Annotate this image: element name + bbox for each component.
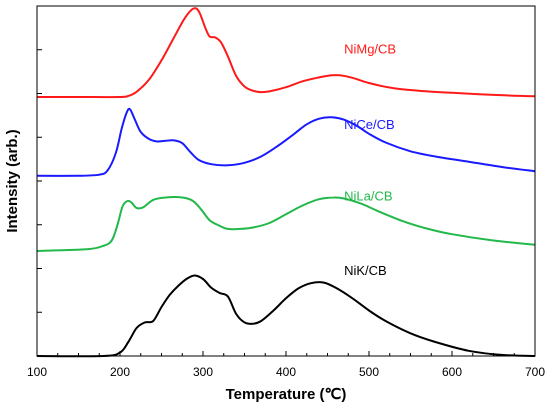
x-tick-label: 400 [276, 365, 296, 379]
x-axis-title: Temperature (℃) [226, 386, 347, 403]
x-axis-ticks: 100 200 300 400 500 600 700 [27, 351, 545, 379]
x-tick-label: 300 [193, 365, 213, 379]
plot-lines [36, 7, 536, 358]
series-label: NiMg/CB [344, 41, 396, 56]
x-tick-label: 200 [110, 365, 130, 379]
series-label: NiK/CB [344, 263, 387, 278]
series-label: NiLa/CB [344, 189, 392, 204]
plot-frame [36, 5, 536, 357]
series-line-nimg-cb [36, 7, 536, 99]
series-labels: NiMg/CB NiCe/CB NiLa/CB NiK/CB [344, 41, 396, 278]
y-axis-ticks [37, 49, 42, 313]
series-label: NiCe/CB [344, 117, 395, 132]
series-line-nik-cb [36, 274, 536, 358]
y-axis-title: Intensity (arb.) [4, 129, 21, 232]
series-line-nila-cb [36, 196, 536, 252]
series-line-nice-cb [36, 107, 536, 177]
x-tick-label: 500 [359, 365, 379, 379]
x-tick-label: 100 [27, 365, 47, 379]
x-tick-label: 600 [442, 365, 462, 379]
x-tick-label: 700 [525, 365, 545, 379]
